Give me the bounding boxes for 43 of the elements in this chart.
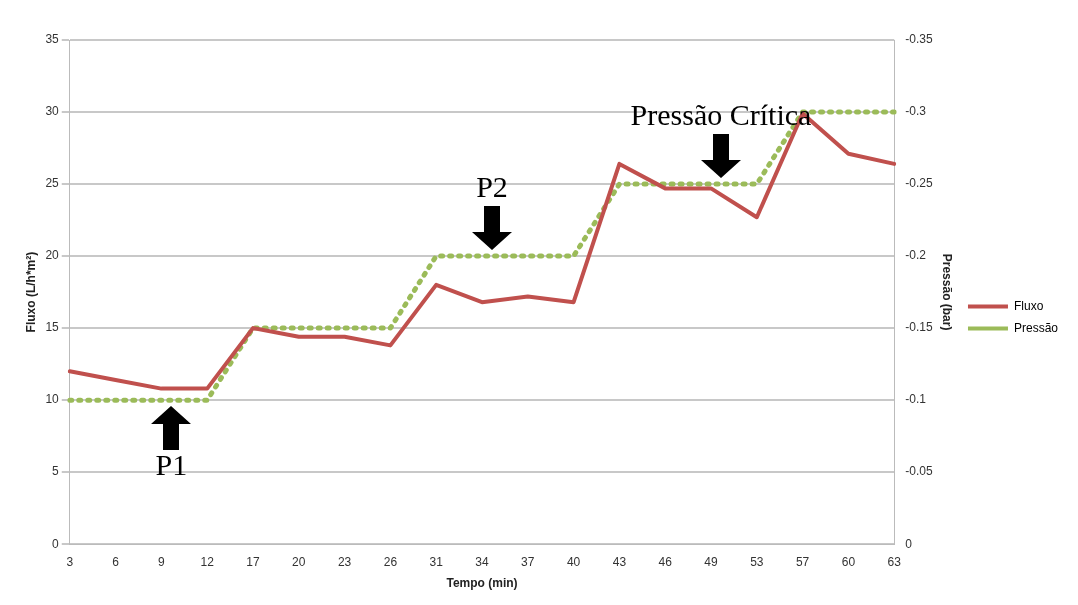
y-tick-label: 35 [45,32,60,47]
y2-tick-label: -0.05 [905,464,933,479]
x-tick-label: 23 [337,554,352,569]
x-tick-label: 37 [521,554,535,569]
x-tick-label: 40 [566,554,581,569]
y2-axis-title: Pressão (bar) [940,253,955,331]
x-tick-label: 12 [200,554,215,569]
x-tick-label: 63 [887,554,902,569]
y2-tick-label: -0.3 [905,104,927,119]
y2-tick-label: -0.35 [905,32,933,47]
x-tick-label: 43 [612,554,627,569]
x-tick-label: 17 [246,554,260,569]
y-tick-label: 5 [52,464,60,479]
legend-label: Pressão [1013,320,1059,335]
y2-tick-label: -0.2 [905,248,927,263]
x-tick-label: 3 [66,554,74,569]
legend-label: Fluxo [1013,298,1044,313]
x-tick-label: 26 [383,554,398,569]
y-tick-label: 20 [45,248,60,263]
x-tick-label: 60 [841,554,856,569]
x-tick-label: 57 [795,554,810,569]
y2-tick-label: -0.15 [905,320,933,335]
y-tick-label: 15 [45,320,60,335]
x-tick-label: 31 [429,554,444,569]
x-tick-label: 46 [658,554,673,569]
y-tick-label: 0 [52,536,60,551]
y-tick-label: 25 [45,176,60,191]
annotation: P1 [155,448,188,482]
y2-tick-label: -0.25 [905,176,933,191]
y-tick-label: 10 [45,392,60,407]
y-tick-label: 30 [45,104,60,119]
annotation: P2 [476,169,508,203]
x-tick-label: 9 [158,554,166,569]
annotation: Pressão Crítica [630,97,812,131]
x-axis-title: Tempo (min) [446,576,518,591]
x-tick-label: 49 [704,554,718,569]
x-tick-label: 20 [292,554,306,569]
y-axis-title: Fluxo (L/h*m²) [23,251,38,333]
x-tick-label: 53 [750,554,764,569]
x-tick-label: 34 [475,554,489,569]
y2-tick-label: 0 [905,536,913,551]
x-tick-label: 6 [112,554,120,569]
y2-tick-label: -0.1 [905,392,927,407]
